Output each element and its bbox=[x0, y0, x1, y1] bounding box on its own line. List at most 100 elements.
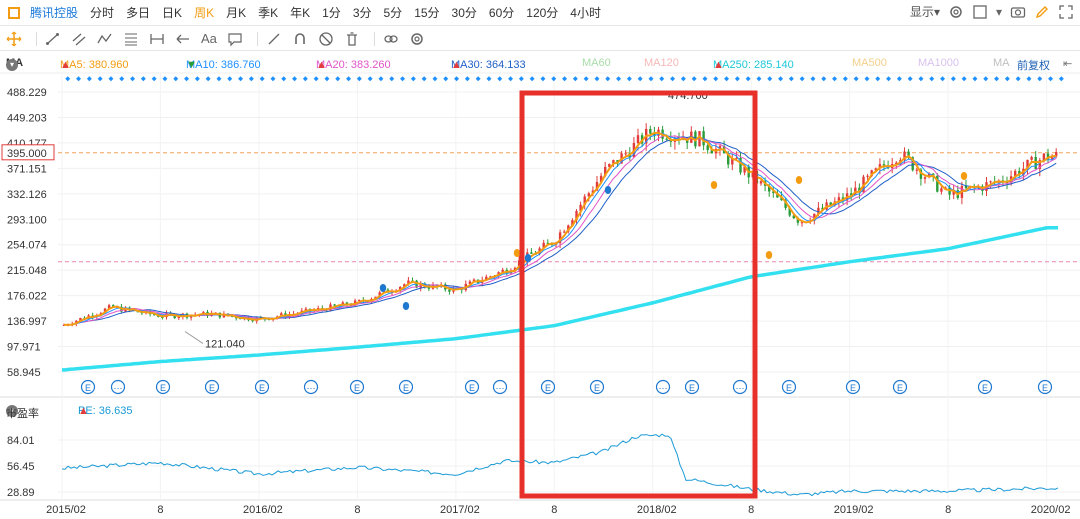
layout-square-icon[interactable] bbox=[972, 4, 988, 20]
chart-overlay bbox=[519, 90, 758, 499]
x-tick-label: 2016/02 bbox=[243, 504, 283, 516]
camera-icon[interactable] bbox=[1010, 4, 1026, 20]
stock-name[interactable]: 腾讯控股 bbox=[30, 6, 79, 20]
dividend-dot bbox=[410, 76, 416, 82]
dividend-dot bbox=[886, 76, 892, 82]
tab-timeframe-11[interactable]: 30分 bbox=[451, 6, 477, 20]
dividend-dot bbox=[205, 76, 211, 82]
parallel-line-tool-icon[interactable] bbox=[71, 31, 87, 47]
candle-body bbox=[542, 242, 545, 249]
dividend-dot bbox=[583, 76, 589, 82]
event-circle-icon bbox=[1037, 379, 1053, 395]
y-tick-label: 449.203 bbox=[7, 112, 47, 124]
tab-timeframe-3[interactable]: 周K bbox=[194, 6, 215, 20]
dividend-dot bbox=[680, 76, 686, 82]
pencil-icon[interactable] bbox=[1034, 4, 1050, 20]
comment-icon[interactable] bbox=[227, 31, 243, 47]
tab-timeframe-2[interactable]: 日K bbox=[162, 6, 183, 20]
dividend-dot bbox=[464, 76, 470, 82]
price-adjust-button[interactable]: 前复权 bbox=[1017, 60, 1050, 72]
event-letter-icon: ⋯ bbox=[114, 383, 123, 393]
pe-y-tick-label: 84.01 bbox=[7, 435, 35, 447]
dividend-dot bbox=[637, 76, 643, 82]
dividend-dot bbox=[76, 76, 82, 82]
tab-timeframe-1[interactable]: 多日 bbox=[126, 6, 151, 20]
dividend-dot bbox=[702, 76, 708, 82]
tab-timeframe-6[interactable]: 年K bbox=[290, 6, 311, 20]
y-tick-label: 176.022 bbox=[7, 291, 47, 303]
dividend-dot bbox=[821, 76, 827, 82]
current-price-label: 395.000 bbox=[7, 148, 47, 160]
ma60-legend: MA60 bbox=[582, 57, 611, 69]
arrow-tool-icon[interactable] bbox=[175, 31, 191, 47]
dividend-dot bbox=[745, 76, 751, 82]
fibonacci-tool-icon[interactable] bbox=[123, 31, 139, 47]
divider bbox=[36, 31, 37, 46]
tab-timeframe-12[interactable]: 60分 bbox=[488, 6, 515, 20]
dividend-dot bbox=[497, 76, 503, 82]
candle-body bbox=[587, 193, 590, 197]
candle-body bbox=[517, 260, 521, 268]
drawing-settings-icon[interactable] bbox=[409, 31, 425, 47]
dividend-dot bbox=[994, 76, 1000, 82]
ruler-icon[interactable] bbox=[266, 31, 282, 47]
candle-body bbox=[759, 181, 763, 184]
event-circle-icon bbox=[303, 379, 319, 395]
candle-body bbox=[731, 157, 734, 165]
dividend-dot bbox=[853, 76, 859, 82]
hide-drawings-icon[interactable] bbox=[318, 31, 334, 47]
tab-timeframe-4[interactable]: 月K bbox=[226, 6, 247, 20]
candle-body bbox=[62, 324, 66, 326]
tab-timeframe-13[interactable]: 120分 bbox=[526, 6, 559, 20]
polyline-tool-icon[interactable] bbox=[97, 31, 113, 47]
layout-chevron-icon[interactable]: ▾ bbox=[995, 4, 1002, 19]
collapse-icon[interactable]: ⇤ bbox=[1063, 58, 1073, 70]
candle-body bbox=[923, 177, 927, 179]
candle-body bbox=[907, 151, 910, 158]
tab-timeframe-14[interactable]: 4小时 bbox=[570, 6, 601, 20]
tab-timeframe-5[interactable]: 季K bbox=[258, 6, 279, 20]
dividend-dot bbox=[367, 76, 373, 82]
text-tool-label[interactable]: Aa bbox=[201, 31, 217, 46]
settings-gear-icon[interactable] bbox=[948, 4, 964, 20]
dividend-dot bbox=[1015, 76, 1021, 82]
display-menu-button[interactable]: 显示▾ bbox=[910, 3, 940, 20]
dividend-dot bbox=[572, 76, 578, 82]
ma-panel-toggle[interactable]: ▾ MA bbox=[6, 57, 23, 71]
dividend-dot bbox=[670, 76, 676, 82]
tab-timeframe-8[interactable]: 3分 bbox=[352, 6, 372, 20]
chart-axes: 58.945 97.971 136.997 176.022 215.048 254.074… bbox=[1, 87, 1070, 516]
link-icon[interactable] bbox=[383, 31, 399, 47]
y-tick-label: 371.151 bbox=[7, 163, 47, 175]
tab-timeframe-0[interactable]: 分时 bbox=[90, 6, 115, 20]
dividend-dot bbox=[443, 76, 449, 82]
candle-body bbox=[768, 185, 771, 192]
dividend-dot bbox=[324, 76, 330, 82]
range-tool-icon[interactable] bbox=[149, 31, 165, 47]
line-tool-icon[interactable] bbox=[45, 31, 61, 47]
tab-timeframe-9[interactable]: 5分 bbox=[383, 6, 403, 20]
x-tick-label: 2017/02 bbox=[440, 504, 480, 516]
dividend-dot bbox=[335, 76, 341, 82]
dividend-dot bbox=[972, 76, 978, 82]
tab-timeframe-10[interactable]: 15分 bbox=[414, 6, 440, 20]
app-logo-icon[interactable] bbox=[8, 6, 20, 19]
signal-drop-icon bbox=[513, 249, 521, 257]
magnet-icon[interactable] bbox=[292, 31, 308, 47]
trash-icon[interactable] bbox=[344, 31, 360, 47]
fullscreen-icon[interactable] bbox=[1058, 4, 1074, 20]
ma30-value: MA30: 364.133 bbox=[451, 59, 526, 71]
candle-body bbox=[468, 281, 472, 284]
candle-body bbox=[624, 153, 627, 155]
ma5-path bbox=[63, 131, 1057, 326]
signal-drop-icon bbox=[710, 181, 718, 189]
dividend-dot bbox=[918, 76, 924, 82]
candle-body bbox=[1014, 170, 1017, 177]
dividend-dot bbox=[724, 76, 730, 82]
crosshair-move-icon[interactable] bbox=[6, 31, 22, 47]
y-tick-label: 254.074 bbox=[7, 240, 47, 252]
dividend-dot bbox=[400, 76, 406, 82]
event-letter-icon: E bbox=[160, 383, 166, 393]
tab-timeframe-7[interactable]: 1分 bbox=[322, 6, 341, 20]
